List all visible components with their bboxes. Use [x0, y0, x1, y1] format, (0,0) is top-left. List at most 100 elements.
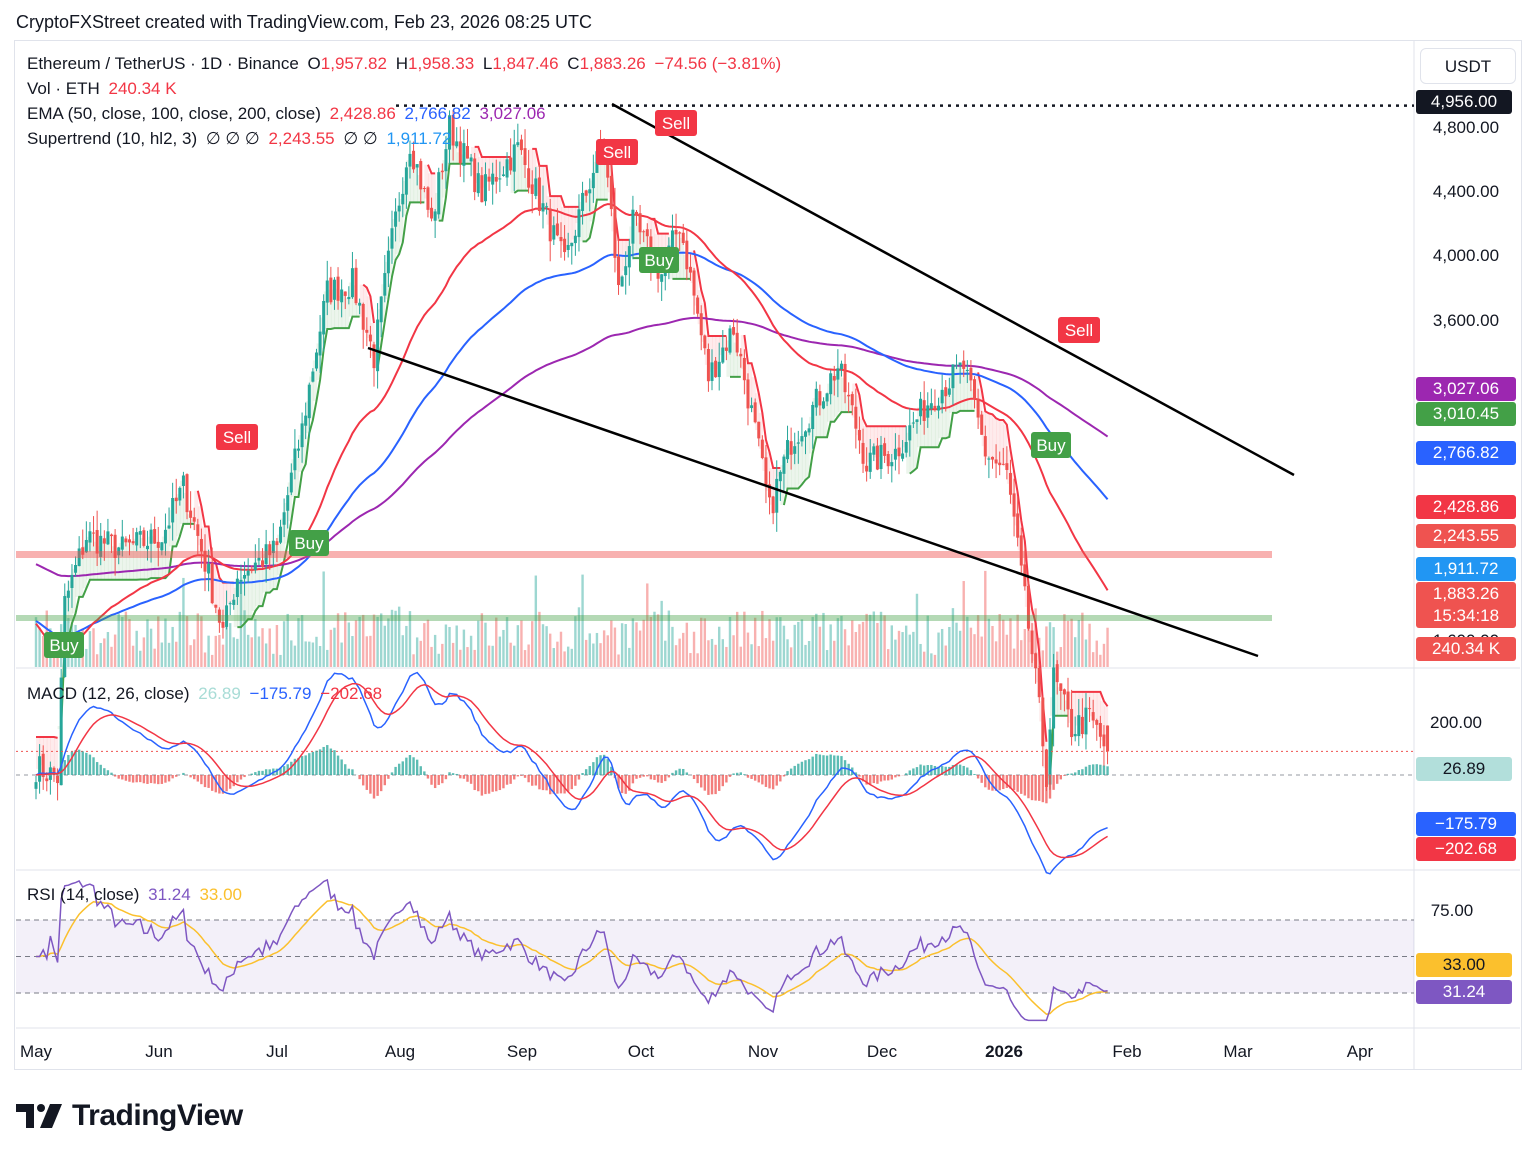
volume-bar: [329, 629, 333, 667]
volume-bar: [840, 615, 843, 667]
supertrend-fill-slice: [201, 526, 206, 562]
candle-body: [958, 362, 962, 366]
macd-histogram-bar: [498, 775, 502, 791]
macd-histogram-bar: [735, 772, 739, 775]
supertrend-fill-slice: [118, 543, 123, 580]
supertrend-fill-slice: [1010, 471, 1015, 505]
supertrend-fill-slice: [568, 206, 573, 245]
candle-body: [318, 331, 322, 356]
candle-body: [430, 207, 434, 219]
macd-histogram-bar: [549, 775, 552, 795]
candle-body: [257, 557, 261, 561]
candle-body: [839, 363, 843, 369]
candle-body: [980, 414, 984, 435]
volume-bar: [696, 653, 699, 667]
x-axis-tick-label: Jul: [266, 1042, 288, 1061]
supertrend-fill-slice: [827, 383, 832, 422]
supertrend-fill-slice: [492, 156, 497, 180]
candle-body: [1041, 697, 1045, 747]
supertrend-fill-slice: [399, 199, 404, 243]
candle-body: [674, 229, 678, 235]
macd-histogram-bar: [800, 761, 804, 775]
supertrend-fill-slice: [744, 363, 749, 394]
supertrend-fill-slice: [582, 193, 587, 242]
volume-bar: [642, 619, 645, 667]
macd-histogram-bar: [351, 769, 354, 775]
candle-body: [225, 605, 229, 627]
ema-label[interactable]: EMA (50, close, 100, close, 200, close): [27, 104, 321, 123]
volume-bar: [164, 618, 167, 667]
supertrend-line: [1071, 690, 1109, 707]
macd-line: [35, 671, 1108, 875]
macd-label[interactable]: MACD (12, 26, close): [27, 684, 190, 703]
macd-histogram-bar: [401, 761, 404, 775]
supertrend-fill-slice: [996, 419, 1001, 464]
tradingview-logo[interactable]: TradingView: [16, 1096, 243, 1136]
volume-bar: [800, 619, 804, 667]
volume-bar: [167, 642, 171, 667]
volume-bar: [311, 642, 315, 667]
macd-histogram-bar: [142, 775, 146, 784]
candle-body: [185, 474, 189, 513]
symbol-label[interactable]: Ethereum / TetherUS · 1D · Binance: [27, 54, 299, 73]
macd-histogram-bar: [836, 755, 840, 775]
volume-bar: [710, 638, 714, 667]
candle-body: [512, 144, 516, 172]
supertrend-fill-slice: [765, 452, 771, 491]
legend-ema: EMA (50, close, 100, close, 200, close) …: [27, 104, 550, 124]
macd-histogram-bar: [52, 774, 56, 775]
supertrend-line: [854, 383, 907, 428]
supertrend-line: [438, 162, 472, 222]
volume-bar: [566, 646, 570, 667]
candle-body: [74, 565, 78, 573]
volume-label[interactable]: Vol · ETH: [27, 79, 100, 98]
macd-histogram-bar: [966, 767, 969, 775]
supertrend-fill-slice: [712, 336, 717, 369]
supertrend-fill-slice: [863, 426, 868, 469]
supertrend-fill-slice: [309, 376, 314, 420]
candle-body: [84, 539, 88, 553]
supertrend-fill-slice: [194, 490, 199, 531]
volume-bar: [552, 648, 555, 667]
volume-bar: [41, 636, 45, 667]
volume-bar: [1048, 622, 1052, 667]
volume-bar: [1066, 620, 1070, 667]
candle-body: [81, 547, 85, 555]
candle-body: [965, 369, 969, 372]
supertrend-fill-slice: [240, 576, 246, 624]
candle-body: [199, 538, 203, 552]
volume-bar: [484, 622, 487, 667]
candle-body: [638, 213, 642, 233]
volume-bar: [833, 640, 836, 667]
candle-body: [1026, 585, 1030, 629]
rsi-label[interactable]: RSI (14, close): [27, 885, 140, 904]
macd-histogram-bar: [77, 749, 81, 775]
candle-body: [688, 266, 692, 273]
buy-signal-badge: [1031, 432, 1071, 458]
supertrend-fill-slice: [244, 573, 249, 620]
supertrend-fill-slice: [956, 363, 961, 411]
supertrend-fill-slice: [783, 449, 789, 489]
volume-bar: [563, 651, 566, 667]
supertrend-fill-slice: [798, 438, 803, 485]
macd-histogram-bar: [980, 775, 983, 783]
volume-bar: [502, 629, 505, 667]
volume-bar: [491, 645, 494, 667]
candle-body: [678, 232, 682, 234]
volume-bar: [131, 645, 135, 667]
candle-body: [491, 173, 495, 185]
currency-unit-button[interactable]: USDT: [1420, 48, 1516, 84]
supertrend-fill-slice: [510, 157, 515, 193]
volume-bar: [383, 625, 386, 667]
macd-histogram-bar: [516, 775, 520, 777]
volume-bar: [538, 611, 541, 667]
volume-bar: [872, 611, 876, 667]
macd-histogram-bar: [728, 775, 732, 777]
volume-bar: [297, 618, 300, 667]
macd-histogram-bar: [527, 775, 530, 783]
supertrend-label[interactable]: Supertrend (10, hl2, 3): [27, 129, 198, 148]
supertrend-fill-slice: [377, 309, 382, 345]
candle-body: [1066, 691, 1070, 710]
volume-bar: [85, 648, 88, 667]
